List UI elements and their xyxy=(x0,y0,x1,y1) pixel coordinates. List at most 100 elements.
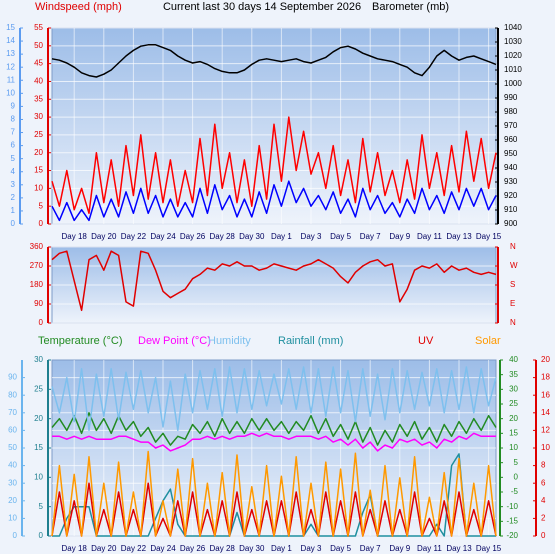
x-tick-label: Day 3 xyxy=(301,232,322,241)
x-tick-label: Day 7 xyxy=(360,232,381,241)
x-tick-label: Day 18 xyxy=(62,232,88,241)
y-tick-label: 0 xyxy=(11,219,16,228)
y-tick-label: 5 xyxy=(11,154,16,163)
y-tick-label: 900 xyxy=(504,219,518,228)
y-tick-label: 15 xyxy=(6,23,15,32)
x-tick-label: Day 22 xyxy=(121,232,147,241)
x-tick-label: Day 13 xyxy=(446,232,472,241)
y-tick-label: 20 xyxy=(541,355,550,364)
y-tick-label: N xyxy=(510,242,516,251)
y-tick-label: 70 xyxy=(8,408,17,417)
x-tick-label: Day 3 xyxy=(301,544,322,553)
y-tick-label: 6 xyxy=(11,141,16,150)
y-tick-label: -20 xyxy=(506,531,518,540)
y-tick-label: 90 xyxy=(34,299,43,308)
x-tick-label: Day 28 xyxy=(210,232,236,241)
series-line xyxy=(51,412,497,446)
x-tick-label: Day 7 xyxy=(360,544,381,553)
y-tick-label: 30 xyxy=(34,355,43,364)
y-tick-label: 14 xyxy=(541,408,550,417)
y-tick-label: 1030 xyxy=(504,37,522,46)
series-line xyxy=(51,450,497,537)
y-tick-label: 6 xyxy=(541,478,546,487)
series-line xyxy=(51,250,497,312)
y-tick-label: 30 xyxy=(34,112,43,121)
y-tick-label: 0 xyxy=(39,219,44,228)
axis-label: Windspeed (mph) xyxy=(35,1,122,13)
y-tick-label: 45 xyxy=(34,59,43,68)
y-tick-label: 10 xyxy=(541,443,550,452)
y-tick-label: 50 xyxy=(8,443,17,452)
x-tick-label: Day 20 xyxy=(91,232,117,241)
x-tick-label: Day 22 xyxy=(121,544,147,553)
y-tick-label: 360 xyxy=(30,242,44,251)
y-tick-label: 14 xyxy=(6,36,15,45)
y-tick-label: 15 xyxy=(34,443,43,452)
y-tick-label: 990 xyxy=(504,93,518,102)
series-line xyxy=(51,180,497,222)
x-tick-label: Day 28 xyxy=(210,544,236,553)
y-tick-label: 1010 xyxy=(504,65,522,74)
y-tick-label: 40 xyxy=(8,461,17,470)
y-tick-label: -10 xyxy=(506,502,518,511)
y-tick-label: 5 xyxy=(39,502,44,511)
y-tick-label: 11 xyxy=(7,75,16,84)
y-tick-label: 20 xyxy=(509,414,518,423)
x-tick-label: Day 5 xyxy=(330,544,351,553)
y-tick-label: 1000 xyxy=(504,79,522,88)
x-tick-label: Day 9 xyxy=(389,544,410,553)
x-tick-label: Day 15 xyxy=(476,232,502,241)
y-tick-label: 10 xyxy=(34,183,43,192)
x-tick-label: Day 20 xyxy=(91,544,117,553)
y-tick-label: 10 xyxy=(509,443,518,452)
y-tick-label: 20 xyxy=(8,496,17,505)
y-tick-label: E xyxy=(510,299,515,308)
y-tick-label: 970 xyxy=(504,121,518,130)
y-tick-label: 20 xyxy=(34,148,43,157)
y-tick-label: 50 xyxy=(34,41,43,50)
x-tick-label: Day 24 xyxy=(150,232,176,241)
chart-title: Current last 30 days 14 September 2026 xyxy=(163,1,361,13)
y-tick-label: 90 xyxy=(8,373,17,382)
y-tick-label: 950 xyxy=(504,149,518,158)
y-tick-label: 0 xyxy=(39,531,44,540)
series-line xyxy=(51,44,497,78)
legend-label: UV xyxy=(418,335,434,347)
y-tick-label: 0 xyxy=(13,531,18,540)
y-tick-label: 3 xyxy=(11,180,16,189)
x-tick-label: Day 9 xyxy=(389,232,410,241)
y-tick-label: 9 xyxy=(11,102,16,111)
y-tick-label: 180 xyxy=(30,280,44,289)
y-tick-label: 25 xyxy=(509,399,518,408)
series-line xyxy=(51,366,497,432)
legend-label: Dew Point (°C) xyxy=(138,335,211,347)
x-tick-label: Day 24 xyxy=(150,544,176,553)
y-tick-label: 5 xyxy=(514,458,519,467)
legend-label: Solar xyxy=(475,335,501,347)
y-tick-label: 18 xyxy=(541,373,550,382)
y-tick-label: 0 xyxy=(541,531,546,540)
y-tick-label: 1020 xyxy=(504,51,522,60)
y-tick-label: 960 xyxy=(504,135,518,144)
y-tick-label: 920 xyxy=(504,191,518,200)
y-tick-label: 8 xyxy=(11,115,16,124)
y-tick-label: 10 xyxy=(6,88,15,97)
x-tick-label: Day 18 xyxy=(62,544,88,553)
x-tick-label: Day 15 xyxy=(476,544,502,553)
series-line xyxy=(52,432,496,452)
x-tick-label: Day 5 xyxy=(330,232,351,241)
y-tick-label: 0 xyxy=(514,472,519,481)
y-tick-label: 980 xyxy=(504,107,518,116)
x-tick-label: Day 1 xyxy=(271,544,292,553)
x-tick-label: Day 13 xyxy=(446,544,472,553)
x-tick-label: Day 30 xyxy=(239,544,265,553)
y-tick-label: 2 xyxy=(11,193,16,202)
y-tick-label: 30 xyxy=(509,384,518,393)
y-tick-label: 2 xyxy=(541,514,546,523)
axis-label: Barometer (mb) xyxy=(372,1,449,13)
y-tick-label: 30 xyxy=(8,478,17,487)
y-tick-label: 940 xyxy=(504,163,518,172)
y-tick-label: 20 xyxy=(34,414,43,423)
y-tick-label: -15 xyxy=(506,516,518,525)
